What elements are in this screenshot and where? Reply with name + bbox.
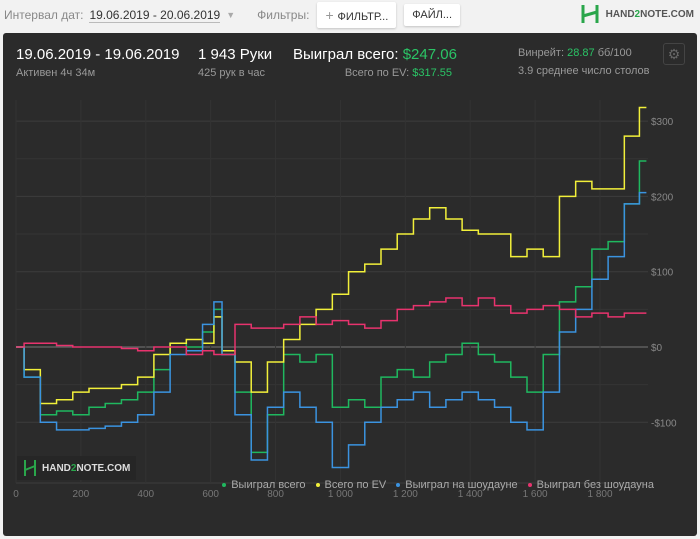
series-line xyxy=(16,191,647,469)
y-tick-label: $300 xyxy=(651,117,674,128)
winrate-value: 28.87 xyxy=(567,47,595,59)
date-range-select[interactable]: 19.06.2019 - 20.06.2019 xyxy=(89,7,221,23)
period: 19.06.2019 - 19.06.2019 xyxy=(16,46,180,63)
won-value: $247.06 xyxy=(402,46,457,63)
x-tick-label: 600 xyxy=(202,489,219,500)
ev-total: Всего по EV: $317.55 xyxy=(343,67,452,79)
y-tick-label: $0 xyxy=(651,343,663,354)
winrate-unit: бб/100 xyxy=(597,47,632,59)
legend-label: Выиграл всего xyxy=(231,479,306,491)
x-tick-label: 1 200 xyxy=(393,489,418,500)
stats-panel: 19.06.2019 - 19.06.2019 Активен 4ч 34м 1… xyxy=(3,33,697,536)
x-tick-label: 1 800 xyxy=(587,489,612,500)
watermark-text: NOTE.COM xyxy=(76,462,131,474)
legend-item[interactable]: Выиграл всего xyxy=(222,479,306,491)
winrate: Винрейт: 28.87 бб/100 xyxy=(518,47,632,59)
chart-legend: Выиграл всего Всего по EV Выиграл на шоу… xyxy=(222,479,654,491)
plus-icon: + xyxy=(325,7,338,23)
active-time: Активен 4ч 34м xyxy=(16,67,96,79)
y-tick-label: -$100 xyxy=(651,418,677,429)
logo-text: 2 xyxy=(634,8,641,20)
interval-label: Интервал дат: xyxy=(4,8,84,22)
filter-button-label: ФИЛЬТР... xyxy=(337,11,389,23)
series-line xyxy=(16,106,647,405)
legend-dot xyxy=(396,483,401,488)
series-line xyxy=(16,297,647,356)
x-tick-label: 400 xyxy=(137,489,154,500)
winrate-label: Винрейт: xyxy=(518,47,565,59)
legend-dot xyxy=(527,483,532,488)
logo-text: HAND xyxy=(605,8,635,20)
legend-label: Всего по EV xyxy=(324,479,387,491)
series-line xyxy=(16,160,647,454)
filter-button[interactable]: + ФИЛЬТР... xyxy=(317,2,397,28)
logo-icon xyxy=(581,5,599,23)
watermark-text: HAND xyxy=(42,462,71,474)
won-label: Выиграл всего: xyxy=(293,46,399,63)
legend-label: Выиграл без шоудауна xyxy=(536,479,654,491)
ev-label: Всего по EV: xyxy=(344,67,410,79)
legend-item[interactable]: Всего по EV xyxy=(315,479,387,491)
legend-dot xyxy=(315,483,320,488)
legend-dot xyxy=(222,483,227,488)
x-tick-label: 1 600 xyxy=(523,489,548,500)
ev-value: $317.55 xyxy=(412,67,452,79)
avg-tables: 3.9 среднее число столов xyxy=(518,65,650,77)
x-tick-label: 0 xyxy=(13,489,19,500)
toolbar: Интервал дат: 19.06.2019 - 20.06.2019 ▼ … xyxy=(0,0,700,30)
logo-icon xyxy=(24,460,36,476)
file-button[interactable]: ФАЙЛ... xyxy=(404,4,461,26)
filters-label: Фильтры: xyxy=(257,8,310,22)
legend-item[interactable]: Выиграл на шоудауне xyxy=(396,479,518,491)
y-tick-label: $100 xyxy=(651,268,674,279)
gear-icon[interactable]: ⚙ xyxy=(663,43,685,65)
watermark-logo: HAND2NOTE.COM xyxy=(17,456,137,480)
legend-item[interactable]: Выиграл без шоудауна xyxy=(527,479,654,491)
hands-count: 1 943 Руки xyxy=(198,46,273,63)
watermark-text: 2 xyxy=(70,462,77,474)
x-tick-label: 1 000 xyxy=(328,489,353,500)
y-tick-label: $200 xyxy=(651,192,674,203)
x-tick-label: 200 xyxy=(73,489,90,500)
logo: HAND 2 NOTE.COM xyxy=(580,4,694,24)
x-tick-label: 800 xyxy=(267,489,284,500)
x-tick-label: 1 400 xyxy=(458,489,483,500)
hands-per-hour: 425 рук в час xyxy=(198,67,266,79)
won-total: Выиграл всего: $247.06 xyxy=(293,46,457,63)
logo-text: NOTE.COM xyxy=(640,8,694,20)
legend-label: Выиграл на шоудауне xyxy=(405,479,518,491)
chevron-down-icon[interactable]: ▼ xyxy=(226,10,236,20)
